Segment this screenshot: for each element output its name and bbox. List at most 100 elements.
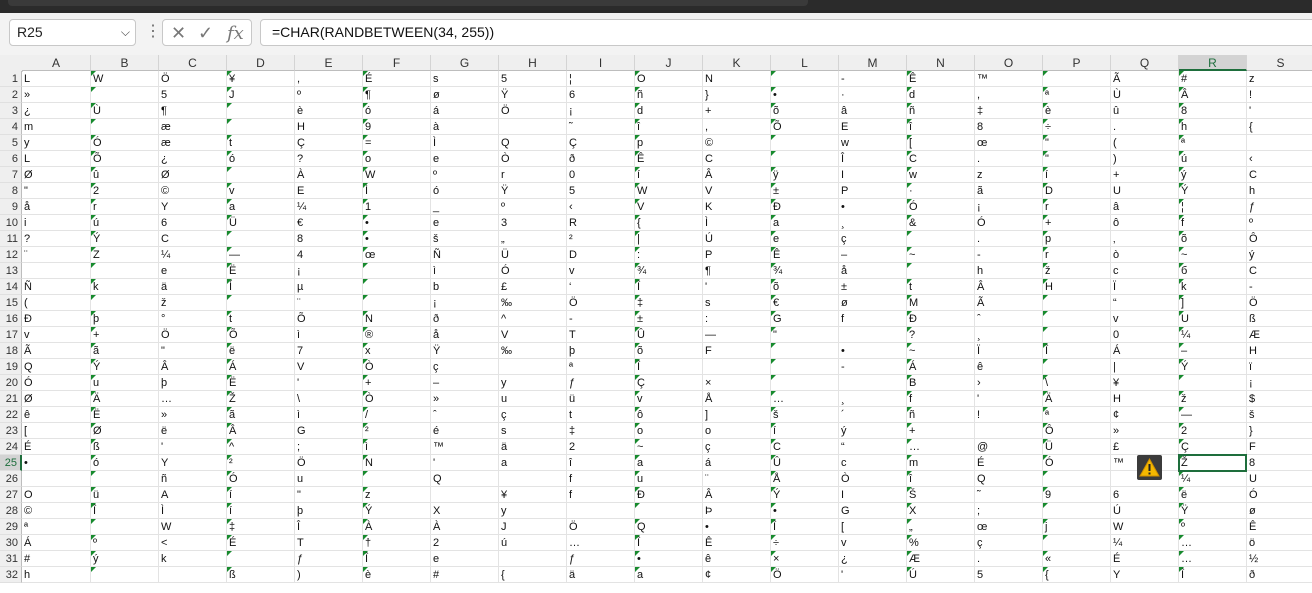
cell-f24[interactable]: ì	[363, 439, 431, 455]
cell-k2[interactable]: }	[703, 87, 771, 103]
cell-k26[interactable]: ¨	[703, 471, 771, 487]
cell-s20[interactable]: ¡	[1247, 375, 1312, 391]
cell-r27[interactable]: ë	[1179, 487, 1247, 503]
cell-n14[interactable]: t	[907, 279, 975, 295]
cell-m14[interactable]: ±	[839, 279, 907, 295]
cell-a29[interactable]: ª	[22, 519, 91, 535]
cell-i20[interactable]: ƒ	[567, 375, 635, 391]
cell-a24[interactable]: É	[22, 439, 91, 455]
cell-m20[interactable]	[839, 375, 907, 391]
cell-q23[interactable]: »	[1111, 423, 1179, 439]
cell-d30[interactable]: É	[227, 535, 295, 551]
cell-k18[interactable]: F	[703, 343, 771, 359]
cell-l8[interactable]: ±	[771, 183, 839, 199]
cell-a18[interactable]: Ã	[22, 343, 91, 359]
cell-k29[interactable]: •	[703, 519, 771, 535]
cell-o12[interactable]: -	[975, 247, 1043, 263]
cell-m12[interactable]: –	[839, 247, 907, 263]
cell-d9[interactable]: a	[227, 199, 295, 215]
cell-c32[interactable]	[159, 567, 227, 583]
cell-q6[interactable]: )	[1111, 151, 1179, 167]
cell-g2[interactable]: ø	[431, 87, 499, 103]
cell-b12[interactable]: Z	[91, 247, 159, 263]
cell-d29[interactable]: ‡	[227, 519, 295, 535]
cell-f16[interactable]: N	[363, 311, 431, 327]
cell-m9[interactable]: •	[839, 199, 907, 215]
row-header-4[interactable]: 4	[0, 119, 22, 135]
cell-d19[interactable]: Á	[227, 359, 295, 375]
cell-n23[interactable]: +	[907, 423, 975, 439]
cell-k12[interactable]: P	[703, 247, 771, 263]
cell-b23[interactable]: Ø	[91, 423, 159, 439]
cell-m11[interactable]: ç	[839, 231, 907, 247]
row-header-3[interactable]: 3	[0, 103, 22, 119]
cell-k11[interactable]: Ú	[703, 231, 771, 247]
cell-r9[interactable]: ¦	[1179, 199, 1247, 215]
cell-f20[interactable]: +	[363, 375, 431, 391]
cell-l24[interactable]: C	[771, 439, 839, 455]
cell-j11[interactable]: |	[635, 231, 703, 247]
cell-b13[interactable]	[91, 263, 159, 279]
cell-j9[interactable]: V	[635, 199, 703, 215]
cell-o21[interactable]: '	[975, 391, 1043, 407]
cell-a13[interactable]	[22, 263, 91, 279]
cell-i30[interactable]: …	[567, 535, 635, 551]
cell-s2[interactable]: !	[1247, 87, 1312, 103]
row-header-20[interactable]: 20	[0, 375, 22, 391]
cell-e9[interactable]: ¼	[295, 199, 363, 215]
cell-r19[interactable]: Ý	[1179, 359, 1247, 375]
cell-b20[interactable]: u	[91, 375, 159, 391]
cell-s4[interactable]: {	[1247, 119, 1312, 135]
cell-b3[interactable]: Ù	[91, 103, 159, 119]
cell-g22[interactable]: ˆ	[431, 407, 499, 423]
column-header-d[interactable]: D	[227, 55, 295, 71]
cell-n4[interactable]: î	[907, 119, 975, 135]
cell-a1[interactable]: L	[22, 71, 91, 87]
cell-q28[interactable]: Ú	[1111, 503, 1179, 519]
cell-s17[interactable]: Æ	[1247, 327, 1312, 343]
cell-j19[interactable]: Î	[635, 359, 703, 375]
cell-o17[interactable]: ¸	[975, 327, 1043, 343]
cell-j4[interactable]: î	[635, 119, 703, 135]
cell-g9[interactable]: _	[431, 199, 499, 215]
cell-o5[interactable]: œ	[975, 135, 1043, 151]
cell-e29[interactable]: Î	[295, 519, 363, 535]
cell-m30[interactable]: v	[839, 535, 907, 551]
cell-a16[interactable]: Ð	[22, 311, 91, 327]
column-header-a[interactable]: A	[22, 55, 91, 71]
cell-a12[interactable]: ¨	[22, 247, 91, 263]
cell-k16[interactable]: :	[703, 311, 771, 327]
cell-s21[interactable]: $	[1247, 391, 1312, 407]
cell-k8[interactable]: V	[703, 183, 771, 199]
cell-r6[interactable]: ú	[1179, 151, 1247, 167]
cell-o4[interactable]: 8	[975, 119, 1043, 135]
row-header-17[interactable]: 17	[0, 327, 22, 343]
cell-l14[interactable]: õ	[771, 279, 839, 295]
cell-m3[interactable]: â	[839, 103, 907, 119]
cell-m13[interactable]: å	[839, 263, 907, 279]
cell-f6[interactable]: o	[363, 151, 431, 167]
cell-r30[interactable]: …	[1179, 535, 1247, 551]
row-header-29[interactable]: 29	[0, 519, 22, 535]
cell-s7[interactable]: C	[1247, 167, 1312, 183]
cell-q10[interactable]: ô	[1111, 215, 1179, 231]
cell-s1[interactable]: z	[1247, 71, 1312, 87]
cell-i29[interactable]: Ö	[567, 519, 635, 535]
cell-l31[interactable]: ×	[771, 551, 839, 567]
cell-a23[interactable]: [	[22, 423, 91, 439]
cell-m18[interactable]: •	[839, 343, 907, 359]
cell-j10[interactable]: {	[635, 215, 703, 231]
cell-l1[interactable]	[771, 71, 839, 87]
cell-m32[interactable]: '	[839, 567, 907, 583]
cell-l7[interactable]: ÿ	[771, 167, 839, 183]
cell-n18[interactable]: ~	[907, 343, 975, 359]
row-header-8[interactable]: 8	[0, 183, 22, 199]
cell-b16[interactable]: þ	[91, 311, 159, 327]
cell-m27[interactable]: I	[839, 487, 907, 503]
cell-m19[interactable]: -	[839, 359, 907, 375]
cell-e21[interactable]: \	[295, 391, 363, 407]
cell-e13[interactable]: ¡	[295, 263, 363, 279]
cell-l32[interactable]: Ö	[771, 567, 839, 583]
cell-a31[interactable]: #	[22, 551, 91, 567]
cell-j1[interactable]: O	[635, 71, 703, 87]
